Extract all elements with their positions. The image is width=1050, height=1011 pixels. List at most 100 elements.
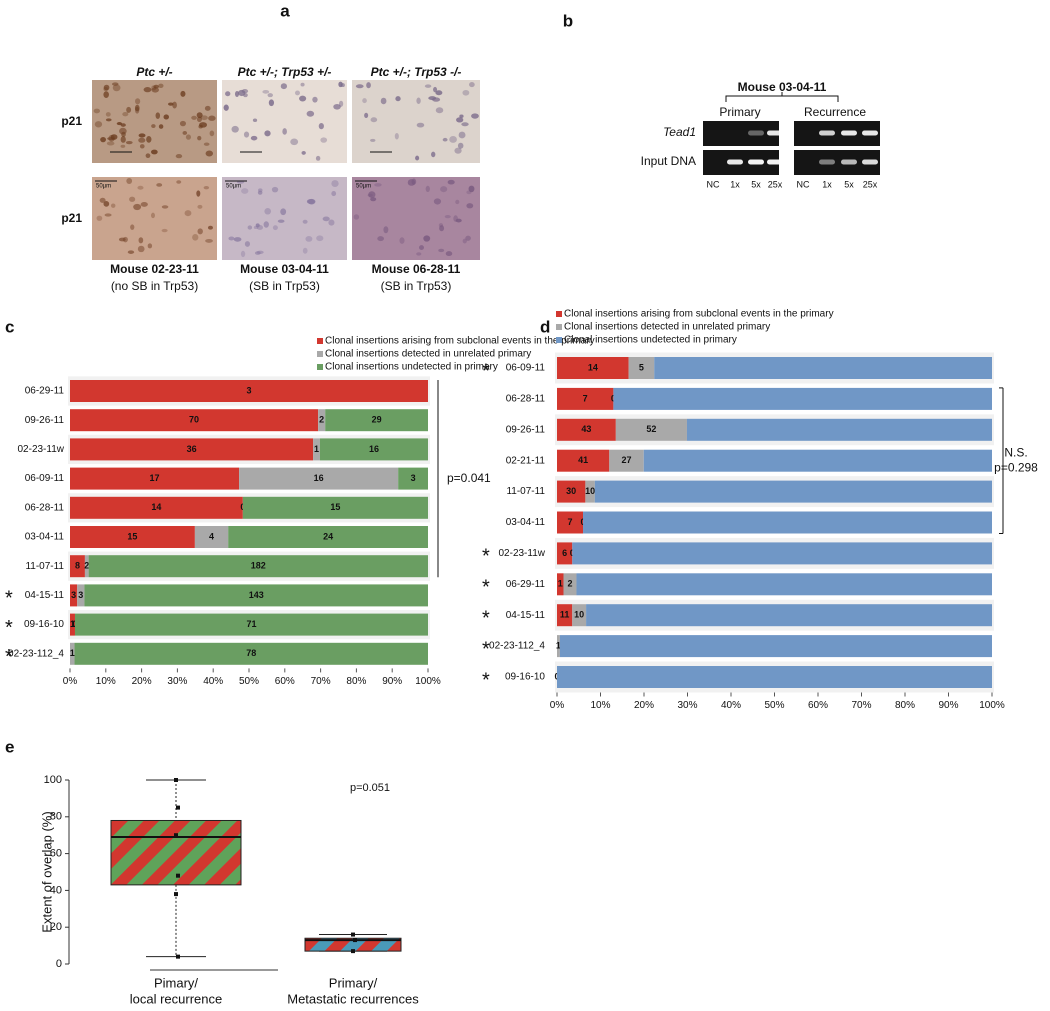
x-tick-label: Metastatic recurrences [287, 991, 419, 1006]
cell [253, 225, 259, 230]
x-tick-label: 80% [346, 676, 366, 687]
value-label: 41 [578, 455, 588, 465]
bar-segment [70, 526, 195, 548]
cell [264, 208, 272, 215]
flag: * [482, 638, 490, 660]
value-label: 78 [246, 648, 256, 658]
lane-label: 1x [730, 179, 740, 189]
cell [465, 235, 471, 241]
cell [301, 151, 306, 155]
cell [255, 223, 260, 228]
panel-letter: b [563, 11, 573, 30]
y-tick-label: 100 [44, 774, 62, 786]
cell [179, 120, 187, 127]
cell [252, 118, 258, 122]
bar-segment [557, 604, 573, 627]
cell [107, 137, 115, 141]
cell [233, 237, 242, 242]
bar-segment [559, 635, 992, 658]
cell [459, 114, 464, 118]
cell [333, 103, 341, 110]
gel-band [767, 159, 783, 165]
x-tick-label: 30% [677, 700, 697, 711]
bar-segment [628, 357, 655, 379]
cell [191, 115, 197, 120]
category-label: 06-28-11 [25, 502, 65, 513]
cell [120, 123, 126, 127]
cell [196, 112, 203, 119]
cell [103, 84, 110, 91]
value-label: 15 [127, 531, 137, 541]
cell [106, 141, 115, 146]
cell [196, 116, 202, 123]
bar-segment [194, 526, 229, 548]
legend-swatch [556, 337, 562, 343]
bar-segment [84, 584, 428, 607]
cell [146, 136, 152, 143]
cell [268, 99, 275, 107]
cell [294, 90, 300, 96]
cell [104, 213, 112, 217]
micrograph [352, 177, 480, 260]
value-label: 14 [588, 362, 598, 372]
gel-band [841, 159, 857, 165]
row-label: p21 [61, 211, 82, 225]
lane-label: 25x [863, 179, 878, 189]
cell [468, 185, 475, 193]
micrograph [92, 177, 217, 260]
cell [234, 91, 240, 98]
cell [182, 131, 188, 135]
cell [312, 96, 318, 103]
cell [419, 245, 424, 250]
lane-label: 25x [768, 179, 783, 189]
category-label: 04-15-11 [506, 610, 546, 621]
value-label: 2 [84, 561, 89, 571]
category-label: 03-04-11 [506, 517, 546, 528]
cell [423, 235, 431, 242]
cell [133, 203, 142, 211]
value-label: 16 [369, 444, 379, 454]
flag: * [482, 607, 490, 629]
cell [370, 138, 376, 142]
cell [322, 216, 330, 222]
panel-letter: a [280, 1, 290, 20]
bar-segment [586, 604, 992, 627]
cell [315, 155, 321, 161]
category-label: 09-26-11 [25, 415, 65, 426]
cell [205, 238, 213, 243]
value-label: 52 [646, 424, 656, 434]
flag: * [482, 360, 490, 382]
x-tick-label: 0% [63, 676, 78, 687]
bar-segment [70, 613, 75, 636]
bar-segment [70, 380, 428, 402]
value-label: 29 [372, 415, 382, 425]
cell [267, 93, 273, 98]
cell [318, 122, 324, 130]
category-label: 06-09-11 [506, 363, 546, 374]
caption: (no SB in Trp53) [111, 279, 198, 293]
data-point [174, 833, 178, 838]
flag: * [5, 588, 13, 610]
gel-row-label: Input DNA [641, 154, 696, 168]
cell [168, 102, 174, 106]
category-label: 06-29-11 [506, 579, 546, 590]
bar-segment [70, 496, 243, 519]
flag: * [482, 669, 490, 691]
bar-segment [557, 387, 614, 410]
y-tick-label: 20 [50, 921, 62, 933]
bar-segment [557, 511, 584, 534]
cell [125, 140, 133, 145]
lane-label: NC [707, 179, 720, 189]
value-label: 10 [585, 486, 595, 496]
bar-segment [654, 357, 992, 379]
cell [416, 122, 425, 128]
bar-segment [70, 584, 78, 607]
flag: * [5, 617, 13, 639]
cell [138, 133, 146, 138]
cell [103, 87, 109, 92]
x-tick-label: 60% [275, 676, 295, 687]
cell [277, 219, 285, 223]
value-label: 1 [558, 579, 563, 589]
cell [238, 89, 246, 97]
bar-segment [557, 418, 616, 441]
